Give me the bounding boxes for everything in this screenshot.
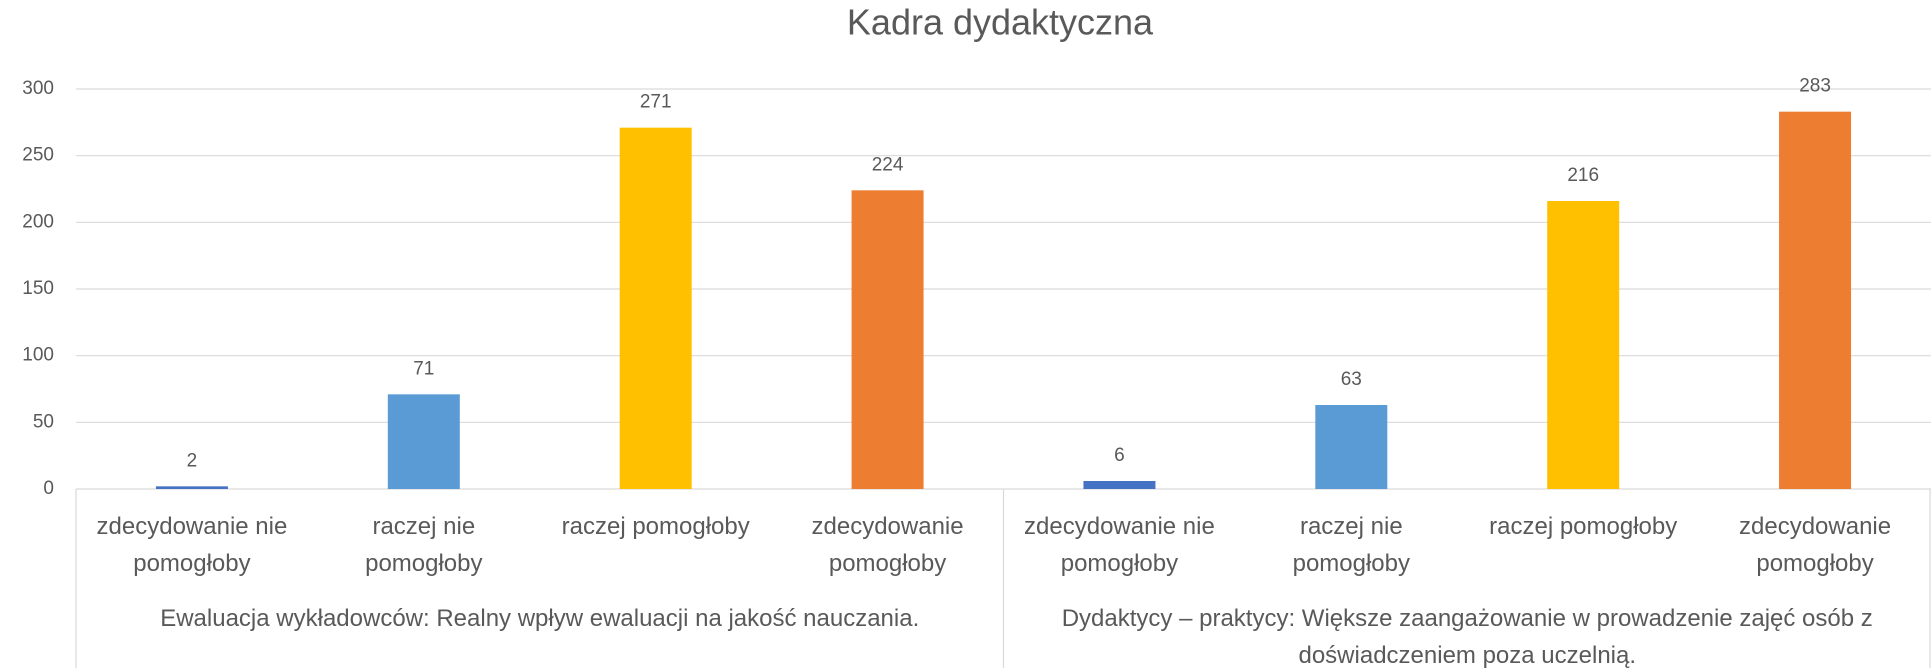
y-tick-label: 50 — [33, 411, 54, 432]
data-label: 216 — [1567, 165, 1599, 186]
x-tick-label: raczej nie pomogłoby — [1292, 513, 1411, 577]
y-tick-label: 200 — [22, 211, 54, 232]
bar — [1315, 405, 1388, 489]
y-tick-label: 0 — [43, 478, 54, 499]
bar — [1083, 481, 1156, 489]
y-tick-label: 250 — [22, 145, 54, 166]
y-tick-label: 100 — [22, 345, 54, 366]
chart-title: Kadra dydaktyczna — [847, 2, 1154, 43]
bar — [1547, 201, 1620, 489]
data-label: 71 — [413, 358, 434, 379]
data-label: 283 — [1799, 76, 1831, 97]
group-label: Dydaktycy – praktycy: Większe zaangażowa… — [1061, 605, 1873, 668]
x-tick-label: raczej pomogłoby — [561, 513, 750, 540]
x-tick-label: raczej nie pomogłoby — [365, 513, 483, 577]
x-tick-label: zdecydowanie nie pomogłoby — [96, 513, 288, 577]
y-tick-label: 150 — [22, 278, 54, 299]
bar — [387, 394, 460, 489]
x-tick-label: zdecydowanie pomogłoby — [811, 513, 964, 577]
x-tick-label: zdecydowanie nie pomogłoby — [1024, 513, 1215, 577]
data-label: 2 — [187, 450, 198, 471]
bar — [851, 190, 924, 490]
bar — [155, 486, 228, 489]
data-label: 271 — [640, 92, 672, 113]
y-tick-label: 300 — [22, 78, 54, 99]
x-tick-label: raczej pomogłoby — [1489, 513, 1678, 540]
bar — [1779, 111, 1852, 490]
data-label: 6 — [1114, 445, 1125, 466]
bar — [619, 127, 692, 490]
data-label: 63 — [1341, 369, 1362, 390]
data-label: 224 — [872, 154, 904, 175]
group-label: Ewaluacja wykładowców: Realny wpływ ewal… — [160, 605, 920, 632]
x-tick-label: zdecydowanie pomogłoby — [1739, 513, 1892, 577]
